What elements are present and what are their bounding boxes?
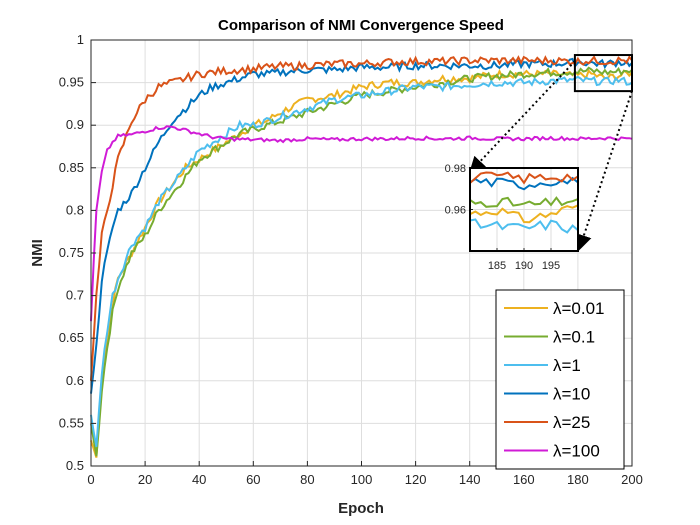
inset-x-tick-label: 195 <box>542 260 560 272</box>
y-tick-label: 0.65 <box>59 330 84 345</box>
y-tick-label: 1 <box>77 32 84 47</box>
inset-series-line-2 <box>469 218 579 234</box>
inset-zoom-plot: 185 190 195 0.96 0.98 <box>445 163 579 272</box>
x-tick-label: 200 <box>621 472 643 487</box>
inset-y-tick-label: 0.98 <box>445 163 466 175</box>
inset-series-line-0 <box>469 204 579 224</box>
y-tick-label: 0.6 <box>66 373 84 388</box>
y-tick-label: 0.5 <box>66 458 84 473</box>
legend-label-1: λ=0.1 <box>553 328 595 347</box>
x-tick-label: 180 <box>567 472 589 487</box>
series-line-4 <box>90 55 633 381</box>
inset-y-tick-label: 0.96 <box>445 205 466 217</box>
x-tick-label: 80 <box>300 472 314 487</box>
inset-series-line-4 <box>469 171 579 185</box>
inset-x-tick-label: 190 <box>515 260 533 272</box>
legend: λ=0.01 λ=0.1 λ=1 λ=10 λ=25 λ=100 <box>495 289 625 470</box>
inset-frame <box>469 167 579 252</box>
y-tick-label: 0.9 <box>66 117 84 132</box>
series-lines <box>90 55 633 458</box>
inset-x-tick-label: 185 <box>488 260 506 272</box>
y-tick-label: 0.8 <box>66 202 84 217</box>
series-line-2 <box>90 75 633 447</box>
y-axis-label: NMI <box>29 239 46 267</box>
inset-series-line-1 <box>469 196 579 208</box>
legend-label-2: λ=1 <box>553 356 581 375</box>
y-tick-label: 0.75 <box>59 245 84 260</box>
zoom-indicator <box>469 54 634 251</box>
x-tick-label: 60 <box>246 472 260 487</box>
zoom-box <box>573 54 634 93</box>
y-tick-label: 0.85 <box>59 160 84 175</box>
x-axis-label: Epoch <box>338 500 384 517</box>
x-tick-label: 0 <box>87 472 94 487</box>
x-tick-label: 160 <box>513 472 535 487</box>
zoom-arrow-bottom <box>576 90 633 251</box>
y-tick-label: 0.7 <box>66 288 84 303</box>
x-tick-label: 140 <box>459 472 481 487</box>
x-tick-label: 20 <box>138 472 152 487</box>
x-tick-label: 120 <box>405 472 427 487</box>
x-tick-label: 100 <box>351 472 373 487</box>
chart-title: Comparison of NMI Convergence Speed <box>218 17 504 34</box>
x-tick-label: 40 <box>192 472 206 487</box>
y-tick-label: 0.95 <box>59 75 84 90</box>
y-tick-label: 0.55 <box>59 415 84 430</box>
legend-label-5: λ=100 <box>553 442 600 461</box>
legend-label-4: λ=25 <box>553 413 590 432</box>
legend-box <box>495 289 625 470</box>
axis-ticks: 0 20 40 60 80 100 120 140 160 180 200 0.5 0.55 0.6 0.6… <box>59 32 643 487</box>
legend-label-0: λ=0.01 <box>553 299 605 318</box>
legend-label-3: λ=10 <box>553 385 590 404</box>
series-line-5 <box>90 125 633 322</box>
